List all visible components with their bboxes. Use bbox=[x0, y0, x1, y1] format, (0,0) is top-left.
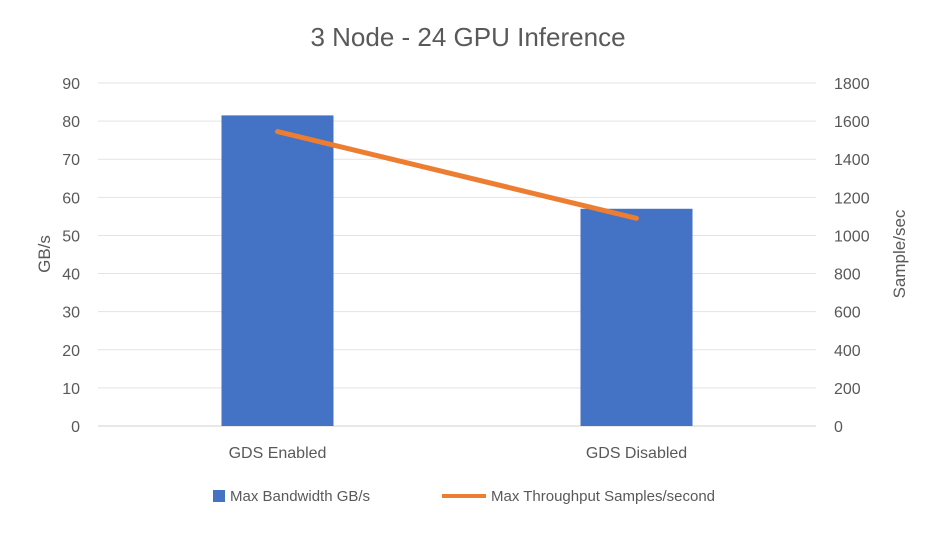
y2-tick-label: 1600 bbox=[834, 114, 870, 131]
x-tick-label: GDS Enabled bbox=[229, 445, 327, 462]
y2-tick-label: 800 bbox=[834, 267, 861, 284]
chart-title: 3 Node - 24 GPU Inference bbox=[310, 22, 625, 52]
y-tick-label: 80 bbox=[62, 114, 80, 131]
y-tick-label: 10 bbox=[62, 381, 80, 398]
y2-tick-label: 1000 bbox=[834, 228, 870, 245]
y2-tick-label: 1400 bbox=[834, 152, 870, 169]
y2-axis-label: Sample/sec bbox=[890, 209, 909, 298]
gridlines bbox=[98, 82, 816, 427]
right-axis-ticks: 0 200 400 600 800 1000 1200 1400 1600 1800 bbox=[834, 76, 870, 436]
bar-gds-enabled bbox=[221, 115, 334, 427]
y2-tick-label: 1200 bbox=[834, 190, 870, 207]
left-axis-ticks: 0 10 20 30 40 50 60 70 80 90 bbox=[62, 76, 80, 436]
legend-swatch-bandwidth bbox=[213, 490, 225, 502]
legend-label-bandwidth: Max Bandwidth GB/s bbox=[230, 488, 370, 505]
y-tick-label: 50 bbox=[62, 228, 80, 245]
y-tick-label: 0 bbox=[71, 419, 80, 436]
y-tick-label: 20 bbox=[62, 343, 80, 360]
legend-label-throughput: Max Throughput Samples/second bbox=[491, 488, 715, 505]
y-tick-label: 30 bbox=[62, 305, 80, 322]
y-tick-label: 70 bbox=[62, 152, 80, 169]
x-tick-label: GDS Disabled bbox=[586, 445, 687, 462]
y2-tick-label: 600 bbox=[834, 305, 861, 322]
line-series bbox=[275, 129, 639, 221]
y2-tick-label: 200 bbox=[834, 381, 861, 398]
x-axis-ticks: GDS Enabled GDS Disabled bbox=[229, 445, 688, 462]
y-tick-label: 90 bbox=[62, 76, 80, 93]
bar-gds-disabled bbox=[580, 208, 693, 426]
y-axis-label: GB/s bbox=[35, 235, 54, 273]
y2-tick-label: 400 bbox=[834, 343, 861, 360]
y2-tick-label: 0 bbox=[834, 419, 843, 436]
bars bbox=[221, 115, 693, 427]
y-tick-label: 60 bbox=[62, 190, 80, 207]
legend: Max Bandwidth GB/s Max Throughput Sample… bbox=[213, 488, 715, 505]
y2-tick-label: 1800 bbox=[834, 76, 870, 93]
throughput-line bbox=[275, 129, 639, 221]
y-tick-label: 40 bbox=[62, 267, 80, 284]
